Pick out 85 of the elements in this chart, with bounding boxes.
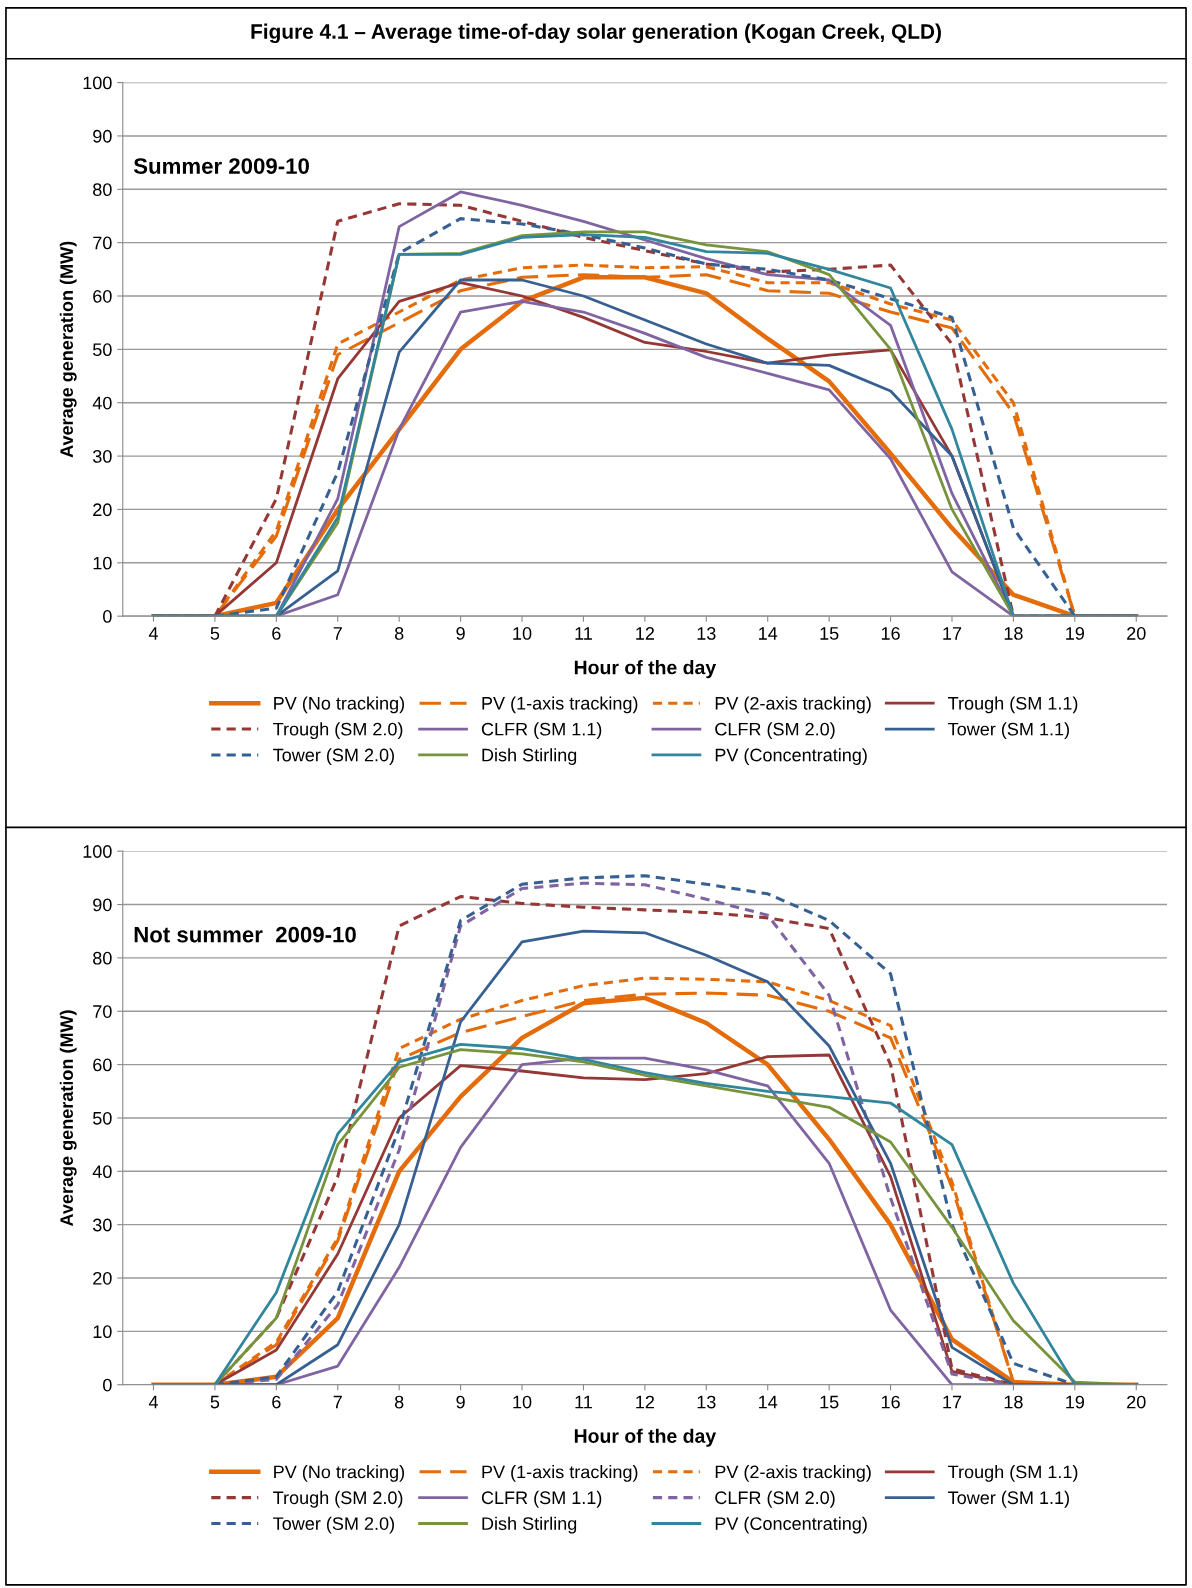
- x-tick-label: 4: [148, 627, 158, 640]
- x-axis-title: Hour of the day: [574, 1428, 717, 1447]
- x-tick-label: 10: [513, 627, 532, 640]
- y-tick-label: 80: [93, 183, 112, 197]
- x-tick-label: 12: [636, 627, 655, 640]
- x-tick-label: 16: [881, 1395, 900, 1409]
- x-tick-label: 20: [1127, 627, 1146, 640]
- x-tick-label: 4: [148, 1395, 158, 1409]
- x-tick-label: 7: [333, 1395, 342, 1409]
- x-tick-label: 20: [1127, 1395, 1146, 1409]
- x-tick-label: 16: [881, 627, 900, 640]
- x-tick-label: 9: [456, 1395, 465, 1409]
- y-tick-label: 40: [92, 396, 112, 410]
- y-axis-title: Average generation (MW): [59, 1010, 77, 1227]
- x-tick-label: 11: [575, 627, 592, 640]
- x-tick-label: 6: [272, 627, 281, 640]
- legend-label: PV (No tracking): [274, 696, 405, 714]
- x-tick-label: 10: [513, 1395, 532, 1409]
- legend-label: Tower (SM 1.1): [948, 722, 1069, 740]
- y-tick-label: 30: [92, 450, 112, 463]
- legend-label: PV (1-axis tracking): [482, 696, 638, 714]
- legend-label: Trough (SM 1.1): [948, 696, 1078, 714]
- y-tick-label: 90: [93, 129, 112, 143]
- y-tick-label: 70: [93, 1005, 112, 1018]
- legend-label: Trough (SM 2.0): [273, 722, 403, 740]
- y-tick-label: 40: [92, 1165, 112, 1179]
- text: Not summer 2009-10: [134, 926, 356, 943]
- x-tick-label: 15: [820, 627, 839, 640]
- legend-label: Dish Stirling: [482, 1516, 577, 1534]
- legend-label: Trough (SM 1.1): [948, 1465, 1078, 1482]
- y-tick-label: 10: [93, 556, 112, 570]
- x-tick-label: 5: [210, 1395, 220, 1409]
- x-tick-label: 9: [456, 627, 465, 640]
- legend-label: Tower (SM 2.0): [273, 748, 394, 765]
- x-tick-label: 15: [820, 1395, 839, 1409]
- x-tick-label: 13: [697, 627, 716, 640]
- legend-label: Tower (SM 1.1): [948, 1490, 1069, 1508]
- y-tick-label: 50: [93, 343, 112, 357]
- legend-label: PV (Concentrating): [715, 1516, 867, 1534]
- legend-label: PV (2-axis tracking): [715, 696, 871, 714]
- x-tick-label: 12: [636, 1395, 655, 1409]
- x-tick-label: 17: [943, 1395, 962, 1409]
- y-tick-label: 80: [93, 951, 112, 965]
- y-tick-label: 60: [93, 1058, 112, 1072]
- x-axis-title: Hour of the day: [574, 660, 717, 679]
- legend-label: CLFR (SM 2.0): [715, 722, 835, 740]
- x-tick-label: 5: [210, 627, 220, 640]
- legend-label: PV (Concentrating): [715, 748, 867, 765]
- text: Summer 2009-10: [133, 158, 309, 174]
- x-tick-label: 14: [759, 1395, 778, 1409]
- x-tick-label: 11: [575, 1395, 592, 1409]
- x-tick-label: 17: [943, 627, 962, 640]
- legend-label: CLFR (SM 1.1): [481, 1490, 602, 1508]
- x-tick-label: 19: [1066, 627, 1085, 640]
- x-tick-label: 8: [394, 627, 404, 640]
- legend-label: Tower (SM 2.0): [273, 1516, 394, 1534]
- legend-label: CLFR (SM 1.1): [481, 722, 602, 740]
- x-tick-label: 6: [272, 1395, 281, 1409]
- x-tick-label: 18: [1004, 627, 1023, 640]
- y-tick-label: 0: [103, 1378, 112, 1392]
- y-tick-label: 20: [93, 503, 112, 517]
- y-tick-label: 100: [83, 845, 112, 858]
- legend-label: PV (1-axis tracking): [482, 1465, 638, 1482]
- chart-title: Figure 4.1 – Average time-of-day solar generation (Kogan Creek, QLD): [251, 23, 941, 44]
- x-tick-label: 13: [697, 1395, 716, 1409]
- legend-label: CLFR (SM 2.0): [715, 1490, 835, 1508]
- x-tick-label: 14: [759, 627, 778, 640]
- legend-label: PV (2-axis tracking): [715, 1465, 871, 1482]
- y-tick-label: 100: [83, 76, 112, 90]
- y-tick-label: 0: [103, 610, 112, 623]
- y-tick-label: 60: [93, 289, 112, 303]
- y-tick-label: 20: [93, 1271, 112, 1285]
- x-tick-label: 19: [1066, 1395, 1085, 1409]
- legend-label: PV (No tracking): [274, 1465, 405, 1482]
- legend-label: Dish Stirling: [482, 748, 577, 765]
- legend-label: Trough (SM 2.0): [273, 1490, 403, 1508]
- x-tick-label: 18: [1004, 1395, 1023, 1409]
- x-tick-label: 7: [333, 627, 342, 640]
- x-tick-label: 8: [394, 1395, 404, 1409]
- y-axis-title: Average generation (MW): [59, 241, 77, 458]
- y-tick-label: 70: [93, 236, 112, 250]
- y-tick-label: 50: [93, 1111, 112, 1125]
- y-tick-label: 30: [92, 1218, 112, 1232]
- y-tick-label: 90: [93, 898, 112, 912]
- y-tick-label: 10: [93, 1325, 112, 1339]
